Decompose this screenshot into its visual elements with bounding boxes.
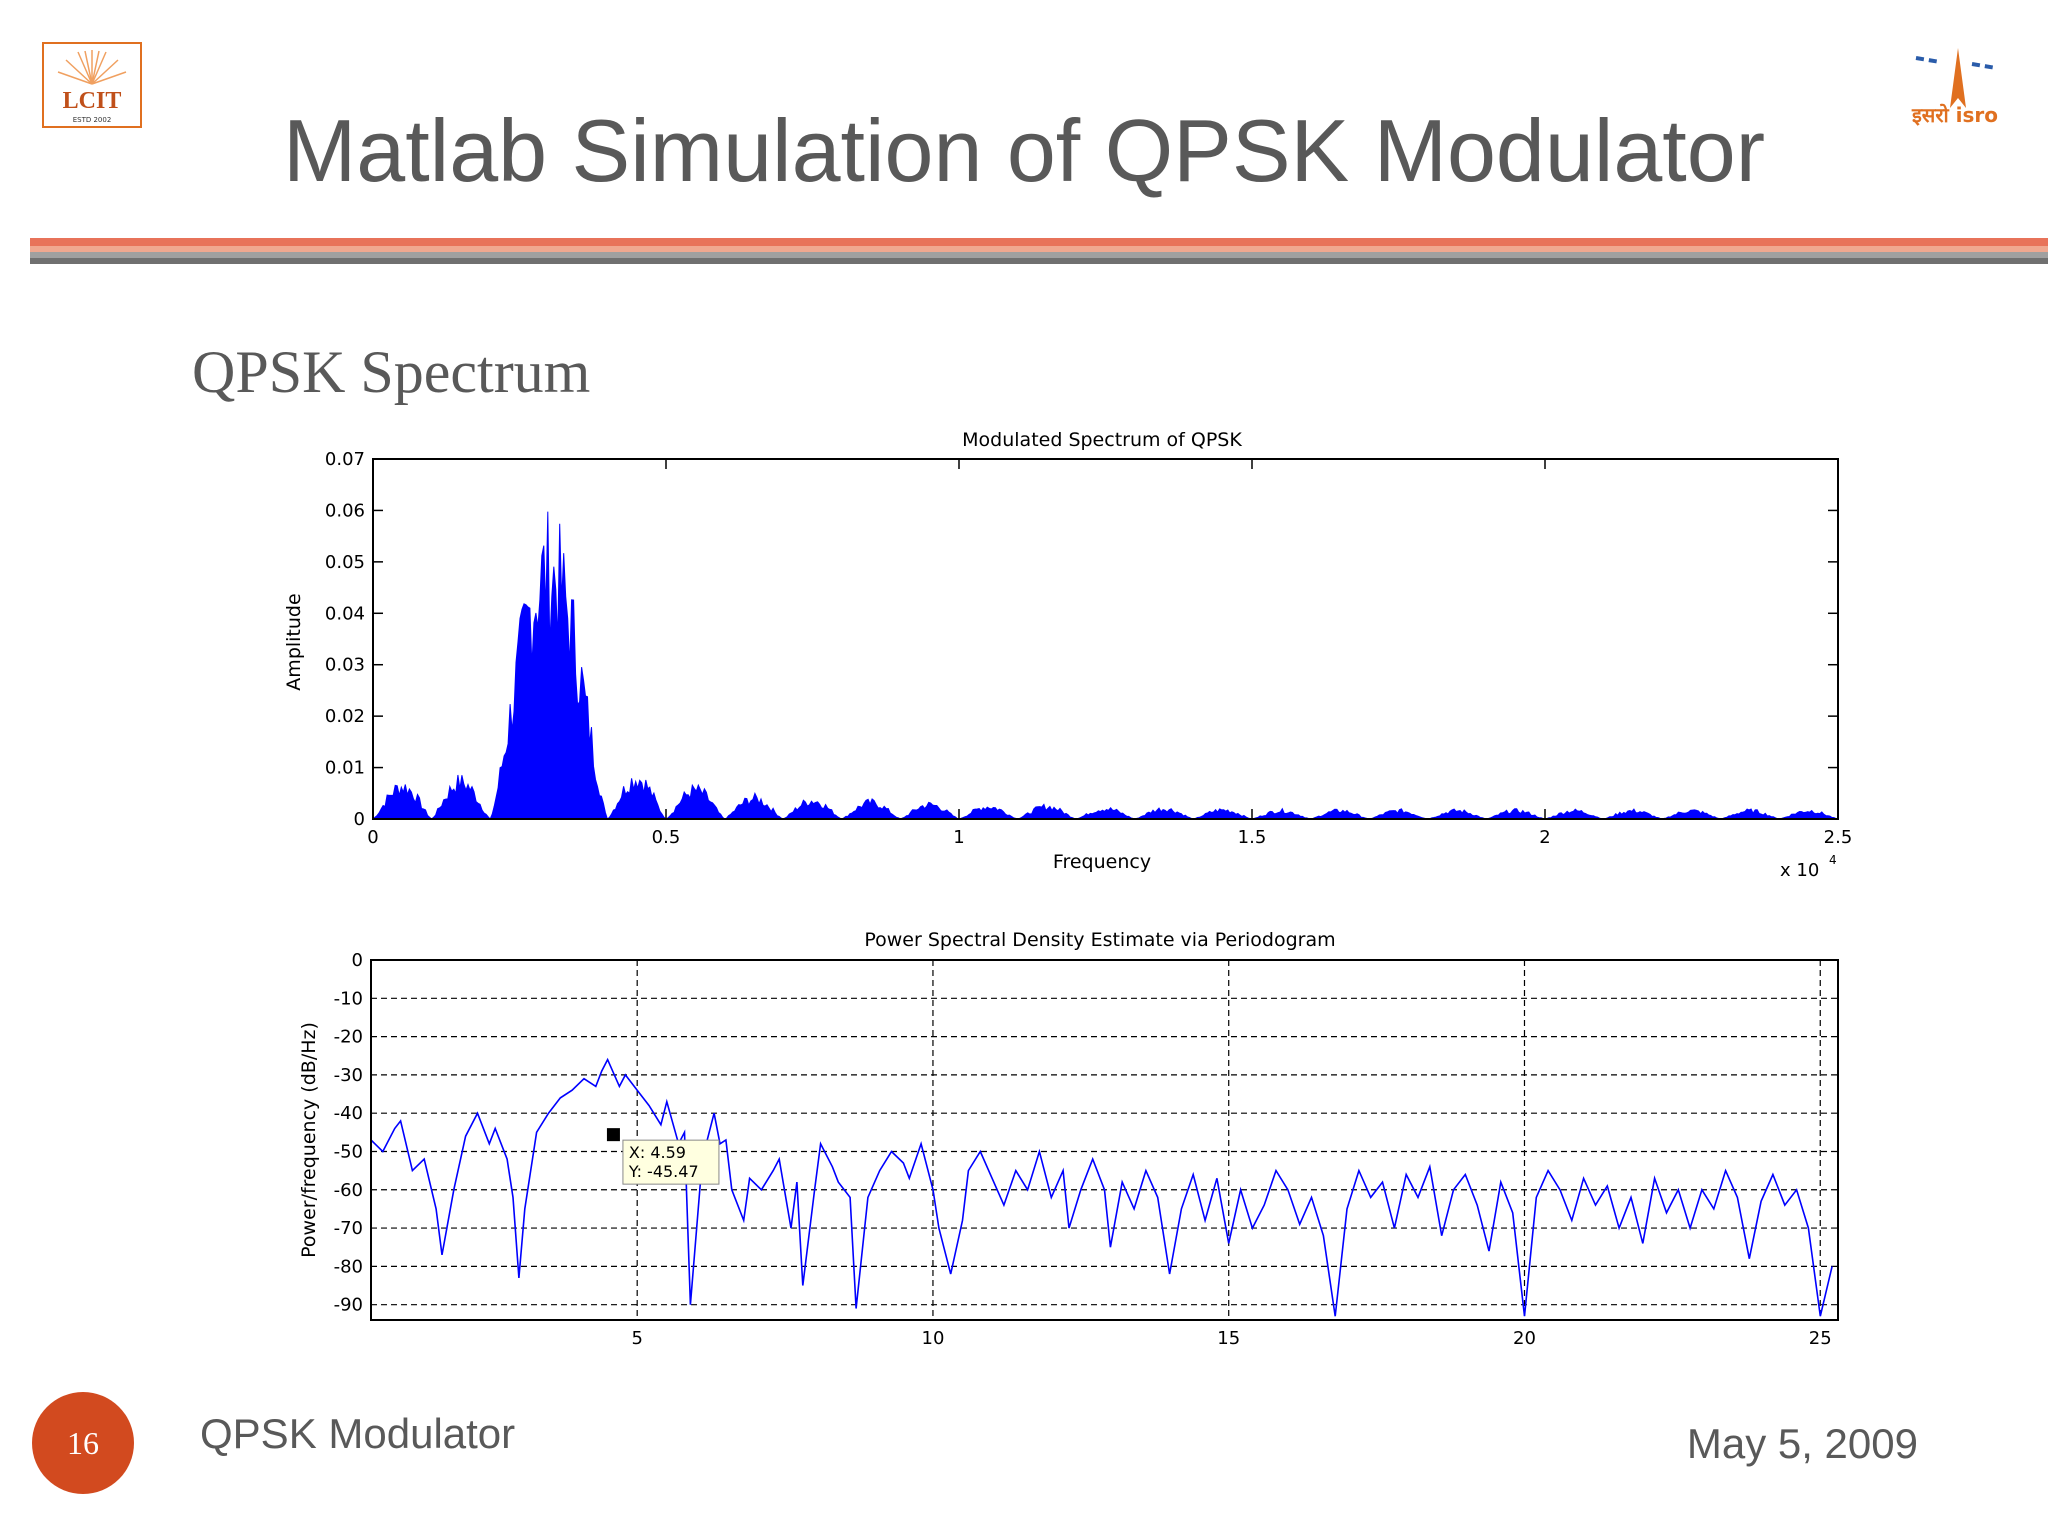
chart1-xtick-label: 2 [1539, 827, 1550, 848]
chart1-lobe [900, 801, 960, 820]
chart1-lobe [1544, 808, 1604, 820]
chart2-series [370, 1057, 1833, 1317]
psd-chart: Power Spectral Density Estimate via Peri… [298, 929, 1839, 1349]
chart2-ytick-label: -70 [334, 1218, 363, 1239]
lcit-logo: LCIT ESTD 2002 [42, 42, 142, 128]
chart1-series [371, 511, 1839, 820]
chart1-lobe [489, 511, 609, 820]
lcit-logo-subtext: ESTD 2002 [73, 116, 112, 124]
chart1-lobe [1369, 808, 1428, 820]
chart2-ytick-label: -20 [334, 1027, 363, 1048]
chart2-xtick-label: 20 [1513, 1328, 1536, 1349]
chart2-xtick-label: 15 [1217, 1328, 1240, 1349]
chart1-xlabel: Frequency [1053, 851, 1151, 873]
chart1-lobe [841, 798, 901, 820]
footer-date: May 5, 2009 [1686, 1420, 1918, 1467]
chart2-ytick-label: -80 [334, 1256, 363, 1277]
chart2-frame [370, 959, 1839, 1321]
chart2-ytick-label: -90 [334, 1295, 363, 1316]
chart1-lobe [664, 783, 726, 820]
chart1-frame [372, 458, 1839, 820]
chart2-ytick-label: 0 [352, 950, 363, 971]
chart1-ytick-label: 0.07 [325, 449, 365, 470]
chart2-ytick-label: -10 [334, 988, 363, 1009]
chart2-xtick-label: 25 [1809, 1328, 1832, 1349]
lcit-logo-text: LCIT [63, 88, 122, 114]
chart1-xtick-label: 0 [367, 827, 378, 848]
chart2-ticks: 0 -10 -20 -30 -40 -50 -60 -70 -80 -90 5 10 15 20 25 [334, 950, 1832, 1349]
chart2-ytick-label: -60 [334, 1180, 363, 1201]
amplitude-spectrum-chart: Modulated Spectrum of QPSK Frequency Amp… [283, 429, 1852, 881]
chart1-ytick-label: 0.03 [325, 655, 365, 676]
chart1-lobe [1486, 808, 1546, 820]
chart2-ytick-label: -30 [334, 1065, 363, 1086]
chart1-lobe [430, 774, 492, 820]
chart1-lobe [724, 792, 784, 820]
chart2-xtick-label: 5 [631, 1328, 642, 1349]
chart1-xtick-label: 1.5 [1238, 827, 1267, 848]
datatip-marker [606, 1128, 620, 1142]
chart1-lobe [371, 784, 433, 820]
chart1-ytick-label: 0 [354, 809, 365, 830]
chart1-lobe [1251, 807, 1311, 820]
chart1-lobe [782, 799, 843, 820]
chart1-ytick-label: 0.06 [325, 500, 365, 521]
chart1-lobe [1310, 808, 1370, 820]
chart2-title: Power Spectral Density Estimate via Peri… [864, 929, 1335, 951]
datatip-x-label: X: 4.59 [629, 1143, 686, 1162]
chart2-grid [371, 960, 1838, 1320]
chart1-lobe [1134, 807, 1194, 820]
isro-logo: इसरो isro [1880, 38, 2030, 148]
chart1-lobe [1427, 808, 1487, 820]
chart2-series-line [370, 1057, 1833, 1317]
datatip-box [622, 1139, 720, 1185]
chart2-ylabel: Power/frequency (dB/Hz) [298, 1022, 320, 1258]
chart2-xtick-label: 10 [922, 1328, 945, 1349]
chart1-lobe [1017, 803, 1077, 820]
chart1-lobe [1662, 809, 1721, 820]
chart1-xtick-label: 2.5 [1824, 827, 1853, 848]
chart1-ylabel: Amplitude [283, 593, 305, 690]
chart1-ytick-label: 0.01 [325, 758, 365, 779]
footer-title: QPSK Modulator [200, 1410, 516, 1457]
chart2-ytick-label: -40 [334, 1103, 363, 1124]
isro-logo-text: इसरो isro [1911, 103, 1998, 127]
chart2-ytick-label: -50 [334, 1141, 363, 1162]
chart1-ytick-label: 0.05 [325, 552, 365, 573]
chart1-title: Modulated Spectrum of QPSK [962, 429, 1242, 451]
chart1-xtick-label: 1 [953, 827, 964, 848]
chart2-datatip: X: 4.59 Y: -45.47 [606, 1128, 720, 1185]
slide-number: 16 [32, 1392, 134, 1494]
chart1-ytick-label: 0.04 [325, 603, 365, 624]
chart1-lobe [958, 806, 1018, 820]
chart1-lobe [1720, 808, 1780, 820]
chart1-ticks: 0 0.01 0.02 0.03 0.04 0.05 0.06 0.07 0 0.5 1 1.5 2 2.… [325, 449, 1852, 848]
chart1-lobe [1603, 808, 1663, 820]
chart1-lobe [1193, 808, 1253, 820]
chart1-ytick-label: 0.02 [325, 706, 365, 727]
chart1-x-multiplier-exponent: 4 [1829, 853, 1837, 867]
slide-title: Matlab Simulation of QPSK Modulator [282, 101, 1766, 200]
section-heading: QPSK Spectrum [192, 339, 591, 405]
title-divider [30, 238, 2048, 264]
chart1-lobe [605, 778, 668, 820]
chart1-lobe [1779, 809, 1839, 820]
datatip-y-label: Y: -45.47 [628, 1162, 699, 1181]
chart1-lobe [1076, 807, 1135, 820]
chart1-x-multiplier: x 10 [1780, 860, 1819, 881]
chart1-xtick-label: 0.5 [652, 827, 681, 848]
